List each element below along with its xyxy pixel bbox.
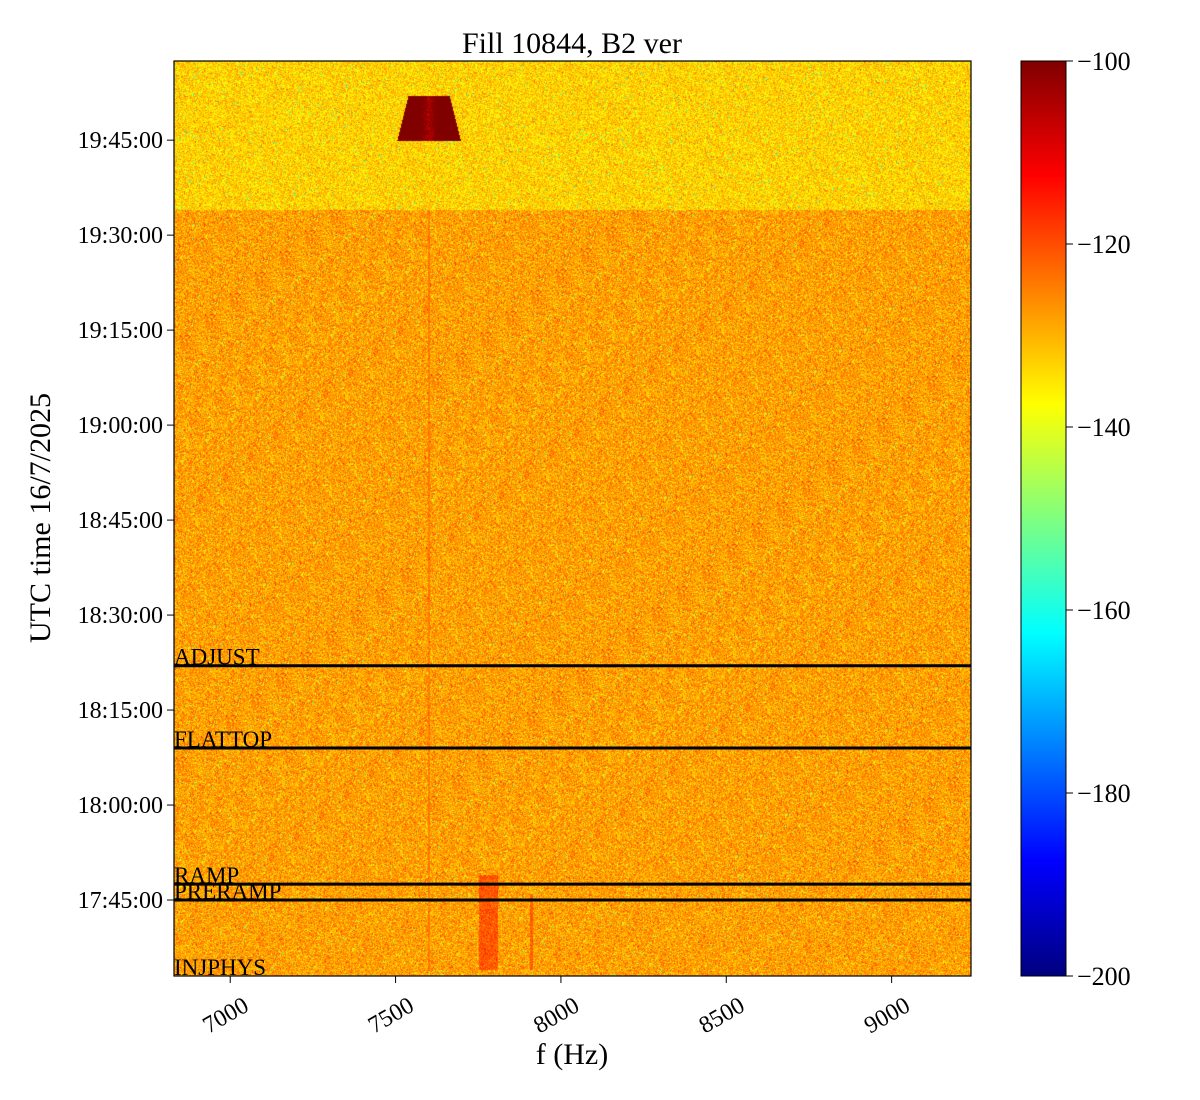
x-tick-label: 8000 <box>529 993 584 1040</box>
y-axis-label: UTC time 16/7/2025 <box>24 393 57 643</box>
colorbar-tick-label: −160 <box>1077 596 1131 625</box>
y-axis-ticks: 17:45:00 18:00:00 18:15:00 18:30:00 18:45:00… <box>78 128 174 914</box>
colorbar-tick-label: −100 <box>1077 47 1131 76</box>
y-tick-label: 18:30:00 <box>78 603 163 629</box>
mode-marker-label: FLATTOP <box>174 727 272 752</box>
y-tick-label: 18:45:00 <box>78 508 163 534</box>
colorbar-gradient <box>1020 60 1067 977</box>
x-tick-label: 7000 <box>199 993 254 1040</box>
x-tick-label: 9000 <box>860 993 915 1040</box>
y-tick-label: 17:45:00 <box>78 888 163 914</box>
mode-marker-label: PRERAMP <box>174 879 281 904</box>
x-axis-label: f (Hz) <box>536 1038 608 1071</box>
colorbar-tick-label: −120 <box>1077 230 1131 259</box>
mode-marker-label: ADJUST <box>174 645 260 670</box>
chart-title: Fill 10844, B2 ver <box>462 27 682 60</box>
plot-frame <box>173 60 972 977</box>
x-tick-label: 8500 <box>695 993 750 1040</box>
y-tick-label: 19:00:00 <box>78 413 163 439</box>
heatmap-canvas <box>174 61 971 976</box>
colorbar: −100 −120 −140 −160 −180 −200 <box>1020 47 1131 991</box>
y-tick-label: 19:45:00 <box>78 128 163 154</box>
colorbar-tick-label: −140 <box>1077 413 1131 442</box>
y-tick-label: 18:15:00 <box>78 698 163 724</box>
x-tick-label: 7500 <box>364 993 419 1040</box>
colorbar-ticks: −100 −120 −140 −160 −180 −200 <box>1066 47 1131 991</box>
colorbar-tick-label: −200 <box>1077 962 1131 991</box>
colorbar-tick-label: −180 <box>1077 779 1131 808</box>
y-tick-label: 19:15:00 <box>78 318 163 344</box>
mode-marker-label: RAMP <box>174 863 239 888</box>
y-tick-label: 18:00:00 <box>78 793 163 819</box>
y-tick-label: 19:30:00 <box>78 223 163 249</box>
x-axis-ticks: 7000 7500 8000 8500 9000 <box>199 976 915 1039</box>
